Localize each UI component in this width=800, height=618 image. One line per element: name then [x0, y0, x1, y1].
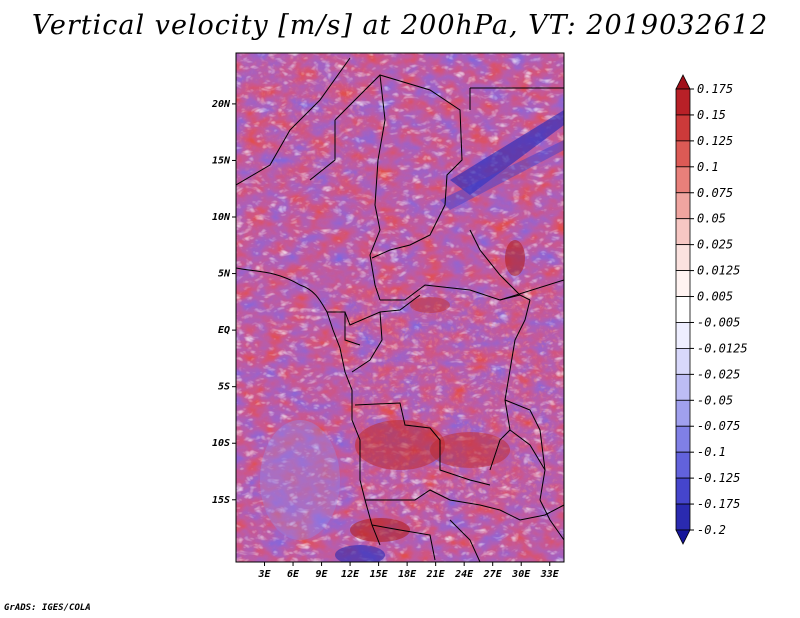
longitude-label: 18E	[398, 569, 417, 580]
longitude-axis: 3E 6E 9E 12E 15E 18E 21E 24E 27E 30E 33E	[257, 562, 560, 580]
country-borders	[236, 57, 564, 562]
longitude-label: 30E	[511, 569, 531, 580]
colorbar-segment	[675, 192, 691, 220]
colorbar-label: 0.005	[697, 290, 733, 304]
colorbar-segment	[675, 166, 691, 194]
colorbar-label: 0.125	[697, 134, 733, 148]
latitude-label: 10N	[212, 212, 231, 223]
colorbar-segment	[675, 477, 691, 505]
latitude-axis: 20N 15N 10N 5N EQ 5S 10S 15S	[211, 99, 236, 506]
colorbar-label: -0.025	[697, 367, 740, 381]
colorbar-segment	[675, 296, 691, 323]
longitude-label: 6E	[287, 569, 300, 580]
colorbar-segment	[675, 529, 691, 545]
colorbar-label: 0.0125	[697, 264, 740, 278]
colorbar-label: -0.1	[697, 445, 726, 459]
colorbar-label: -0.05	[697, 393, 733, 407]
colorbar-segment	[675, 114, 691, 142]
colorbar-segment	[675, 503, 691, 531]
latitude-label: 10S	[212, 438, 230, 449]
colorbar-label: 0.175	[697, 82, 733, 96]
longitude-label: 24E	[454, 569, 474, 580]
colorbar-segment	[675, 74, 691, 90]
latitude-label: 5N	[218, 269, 231, 280]
colorbar-segment	[675, 451, 691, 479]
colorbar-label: 0.025	[697, 238, 733, 252]
colorbar-segment	[675, 218, 691, 246]
longitude-label: 27E	[483, 569, 503, 580]
longitude-label: 9E	[316, 569, 329, 580]
colorbar-label: -0.175	[697, 497, 740, 511]
colorbar-segment	[675, 399, 691, 427]
longitude-label: 33E	[540, 569, 560, 580]
latitude-label: 15N	[212, 155, 231, 166]
latitude-label: 15S	[212, 495, 230, 506]
colorbar-label: 0.05	[697, 212, 726, 226]
colorbar-segment	[675, 244, 691, 271]
plot-title: Vertical velocity [m/s] at 200hPa, VT: 2…	[31, 10, 769, 41]
latitude-label: EQ	[218, 325, 230, 336]
longitude-label: 12E	[341, 569, 360, 580]
colorbar-label: -0.075	[697, 419, 740, 433]
colorbar-label: -0.0125	[697, 341, 748, 355]
colorbar: 0.175 0.15 0.125 0.1 0.075 0.05 0.025 0.0125 0.0…	[675, 74, 748, 545]
colorbar-label: 0.15	[697, 108, 726, 122]
colorbar-label: -0.2	[697, 523, 726, 537]
vertical-velocity-field	[236, 53, 564, 562]
map-frame	[235, 52, 565, 563]
latitude-label: 5S	[218, 382, 230, 393]
colorbar-segment	[675, 140, 691, 168]
colorbar-label: -0.005	[697, 315, 740, 329]
longitude-label: 21E	[426, 569, 446, 580]
colorbar-segment	[675, 425, 691, 453]
colorbar-label: -0.125	[697, 471, 740, 485]
colorbar-segment	[675, 348, 691, 375]
colorbar-segment	[675, 270, 691, 297]
longitude-label: 15E	[370, 569, 389, 580]
latitude-label: 20N	[211, 99, 231, 110]
longitude-label: 3E	[257, 569, 271, 580]
colorbar-label: 0.075	[697, 186, 733, 200]
colorbar-segment	[675, 322, 691, 349]
grads-credit: GrADS: IGES/COLA	[4, 603, 91, 613]
colorbar-label: 0.1	[697, 160, 719, 174]
colorbar-segment	[675, 88, 691, 116]
colorbar-segment	[675, 373, 691, 401]
